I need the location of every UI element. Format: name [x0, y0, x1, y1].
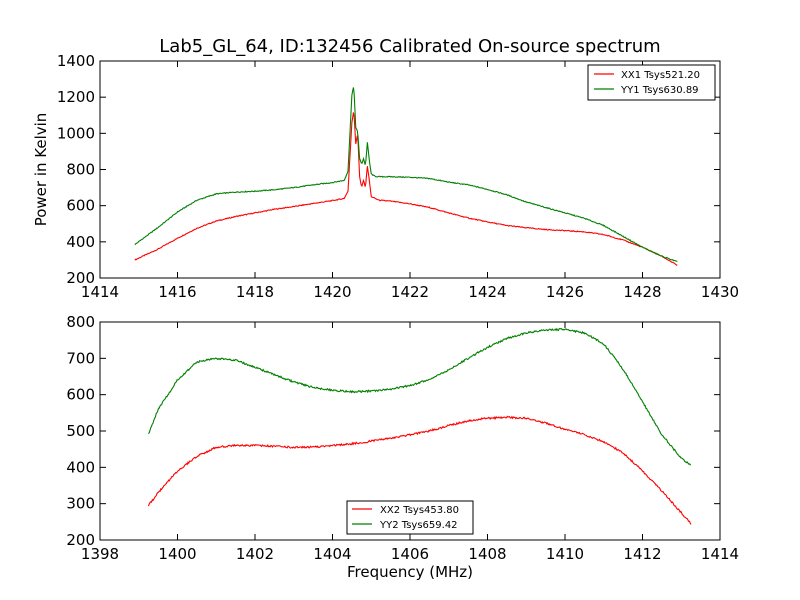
bottom-legend-box [346, 500, 474, 535]
top-ticks-layer: 1414 1416 1418 1420 1422 1424 1426 1428 1430 200 4… [57, 52, 739, 301]
bottom-xlabel: Frequency (MHz) [347, 563, 473, 581]
bottom-legend: XX2 Tsys453.80 YY2 Tsys659.42 [346, 500, 474, 535]
bottom-xtick-label: 1402 [236, 545, 274, 563]
bottom-xtick-label: 1406 [391, 545, 429, 563]
bottom-ytick-label: 700 [66, 349, 95, 367]
top-xtick-label: 1428 [623, 283, 661, 301]
bottom-xtick-label: 1398 [81, 545, 119, 563]
bottom-ticks-layer: 1398 1400 1402 1404 1406 1408 1410 1412 1414 200 3… [66, 313, 739, 563]
bottom-xtick-label: 1404 [313, 545, 351, 563]
top-ytick-label: 800 [66, 161, 95, 179]
top-xtick-label: 1430 [701, 283, 739, 301]
top-ytick-label: 1200 [57, 88, 95, 106]
top-xtick-label: 1424 [468, 283, 506, 301]
bottom-xtick-label: 1400 [158, 545, 196, 563]
bottom-ytick-label: 600 [66, 386, 95, 404]
top-ytick-label: 1400 [57, 52, 95, 70]
top-xtick-label: 1416 [158, 283, 196, 301]
bottom-ytick-label: 800 [66, 313, 95, 331]
bottom-series-yy2 [147, 327, 691, 466]
top-series-xx1 [134, 112, 678, 266]
top-legend-label-xx1: XX1 Tsys521.20 [621, 70, 700, 81]
bottom-series-layer [147, 327, 692, 525]
bottom-xtick-label: 1408 [468, 545, 506, 563]
bottom-ytick-label: 200 [66, 531, 95, 549]
bottom-series-xx2 [147, 415, 692, 525]
figure-title: Lab5_GL_64, ID:132456 Calibrated On-sour… [159, 36, 660, 57]
top-legend-label-yy1: YY1 Tsys630.89 [620, 85, 699, 96]
top-legend-box [587, 64, 716, 101]
top-series-layer [134, 87, 678, 266]
bottom-ytick-label: 500 [66, 422, 95, 440]
top-plot: 1414 1416 1418 1420 1422 1424 1426 1428 1430 200 4… [32, 52, 739, 301]
top-series-yy1 [134, 87, 678, 262]
bottom-ytick-label: 300 [66, 495, 95, 513]
top-ytick-label: 400 [66, 233, 95, 251]
bottom-xtick-label: 1414 [701, 545, 739, 563]
top-xtick-label: 1422 [391, 283, 429, 301]
top-ytick-label: 600 [66, 197, 95, 215]
bottom-xtick-label: 1410 [546, 545, 584, 563]
top-ylabel: Power in Kelvin [32, 113, 50, 227]
bottom-ytick-label: 400 [66, 458, 95, 476]
bottom-plot: 1398 1400 1402 1404 1406 1408 1410 1412 1414 200 3… [66, 313, 739, 581]
top-xtick-label: 1418 [236, 283, 274, 301]
top-xtick-label: 1420 [313, 283, 351, 301]
top-legend: XX1 Tsys521.20 YY1 Tsys630.89 [587, 64, 716, 101]
top-ytick-label: 1000 [57, 124, 95, 142]
bottom-legend-label-xx2: XX2 Tsys453.80 [380, 505, 459, 516]
top-xtick-label: 1426 [546, 283, 584, 301]
top-xtick-label: 1414 [81, 283, 119, 301]
bottom-legend-label-yy2: YY2 Tsys659.42 [379, 520, 458, 531]
bottom-xtick-label: 1412 [623, 545, 661, 563]
top-ytick-label: 200 [66, 269, 95, 287]
